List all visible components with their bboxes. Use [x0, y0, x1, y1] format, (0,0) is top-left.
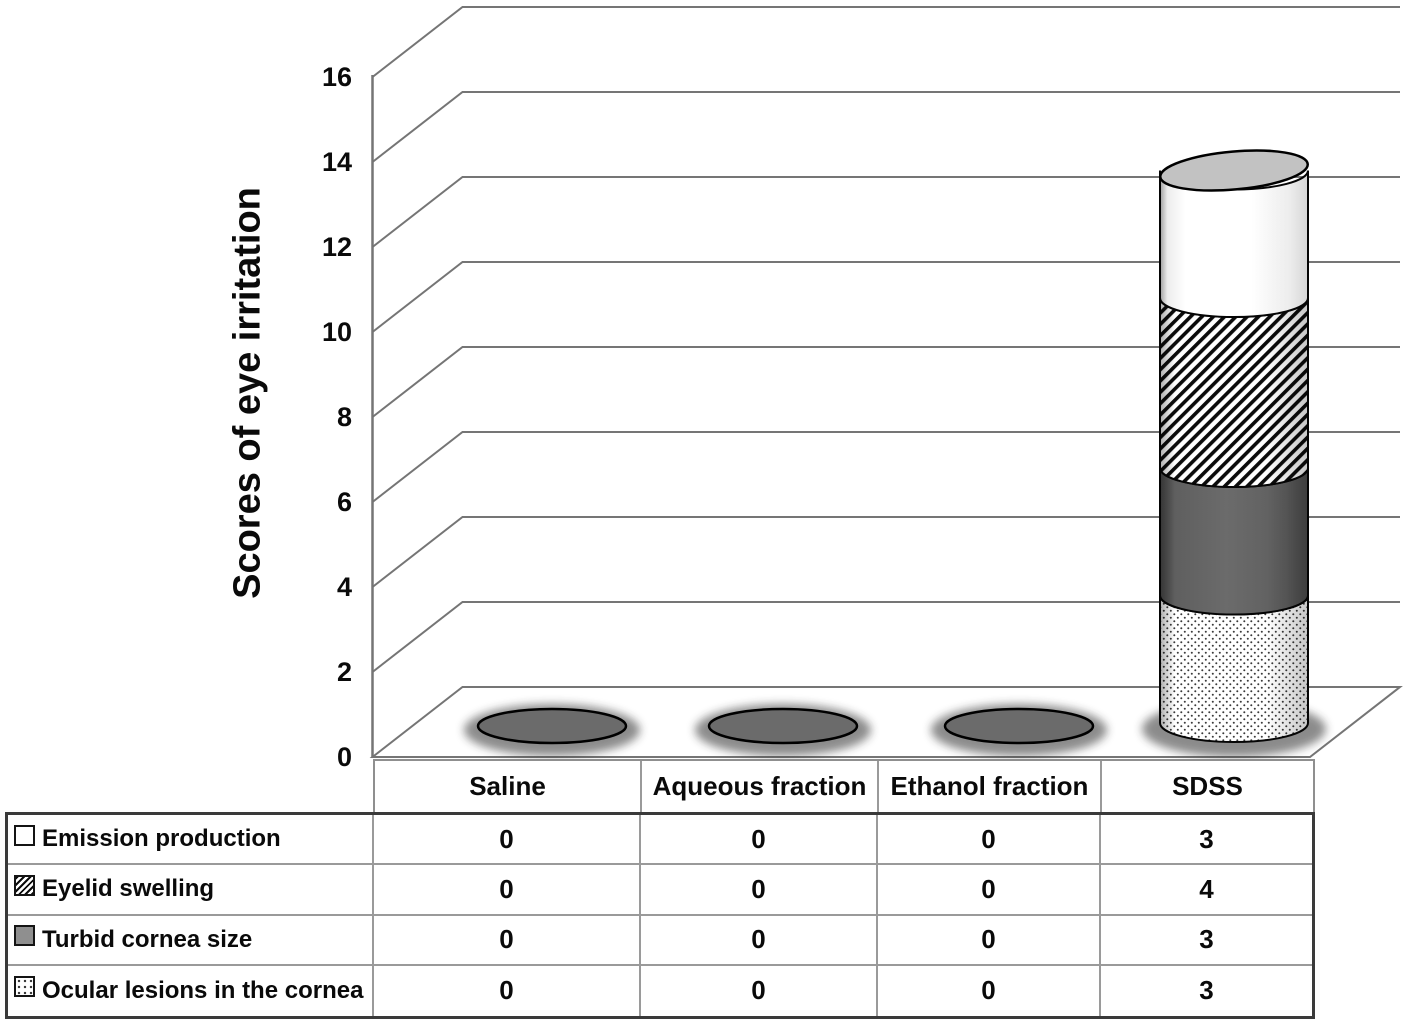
cell-ocular-sdss: 3 [1199, 975, 1214, 1006]
legend-swatch-solid-gray-icon [14, 925, 35, 947]
series-row-label-emission: Emission production [8, 815, 374, 866]
gridline-10 [371, 261, 1400, 333]
gridline-4 [371, 516, 1400, 588]
cell-turbid-saline: 0 [374, 915, 641, 966]
category-header-sdss: SDSS [1172, 771, 1243, 801]
data-table: Emission production 0 0 0 3 Eyelid swell… [5, 812, 1315, 1019]
y-tick-label-14: 14 [322, 147, 352, 177]
y-tick-label-8: 8 [337, 402, 352, 432]
cell-emission-saline: 0 [374, 815, 641, 866]
series-label: Ocular lesions in the cornea [42, 976, 364, 1004]
category-header-ethanol: Ethanol fraction [879, 761, 1102, 812]
category-header-saline: Saline [375, 761, 642, 812]
y-tick-label-4: 4 [337, 572, 352, 602]
bar-segment-plain-white [1159, 170, 1309, 318]
gridline-14 [371, 91, 1400, 163]
y-tick-label-2: 2 [337, 657, 352, 687]
zero-marker-1 [707, 707, 859, 745]
series-row-label-eyelid: Eyelid swelling [8, 865, 374, 916]
legend-swatch-plain-white-icon [14, 824, 35, 846]
legend-swatch-diagonal-hatch-icon [14, 874, 35, 896]
zero-marker-0 [476, 707, 628, 745]
series-label: Emission production [42, 825, 281, 853]
gridline-2 [371, 601, 1400, 673]
series-row-label-turbid: Turbid cornea size [8, 915, 374, 966]
cell-turbid-aqueous: 0 [641, 915, 878, 966]
gridline-16 [371, 6, 1400, 78]
gridline-6 [371, 431, 1400, 503]
bar-segment-shading [1160, 468, 1308, 615]
category-header-row: Saline Aqueous fraction Ethanol fraction… [373, 759, 1315, 814]
y-axis-title: Scores of eye irritation [226, 187, 269, 599]
zero-marker-2 [943, 707, 1095, 745]
cell-emission-aqueous: 0 [641, 815, 878, 866]
y-tick-label-6: 6 [337, 487, 352, 517]
cell-ocular-ethanol: 0 [878, 965, 1101, 1016]
y-tick-label-10: 10 [322, 317, 352, 347]
cell-eyelid-saline: 0 [374, 865, 641, 916]
series-label: Eyelid swelling [42, 875, 215, 903]
y-tick-label-0: 0 [337, 742, 352, 772]
y-tick-label-16: 16 [322, 62, 352, 92]
cell-eyelid-aqueous: 0 [641, 865, 878, 916]
cell-turbid-sdss: 3 [1101, 916, 1312, 966]
category-header-aqueous: Aqueous fraction [642, 761, 879, 812]
series-label: Turbid cornea size [42, 925, 253, 953]
legend-swatch-dotted-icon [14, 976, 35, 998]
gridline-8 [371, 346, 1400, 418]
bar-segment-shading [1160, 595, 1308, 742]
cell-turbid-ethanol: 0 [878, 915, 1101, 966]
y-tick-label-12: 12 [322, 232, 352, 262]
cell-eyelid-ethanol: 0 [878, 865, 1101, 916]
cell-emission-ethanol: 0 [878, 815, 1101, 866]
cell-eyelid-sdss: 4 [1101, 865, 1312, 916]
bar-top-cap [1159, 149, 1309, 192]
cell-ocular-aqueous: 0 [641, 965, 878, 1016]
cell-emission-sdss: 3 [1101, 815, 1312, 866]
bar-segment-shading [1160, 298, 1308, 487]
cell-ocular-saline: 0 [374, 965, 641, 1016]
gridline-12 [371, 176, 1400, 248]
series-row-label-ocular: Ocular lesions in the cornea [8, 965, 374, 1016]
